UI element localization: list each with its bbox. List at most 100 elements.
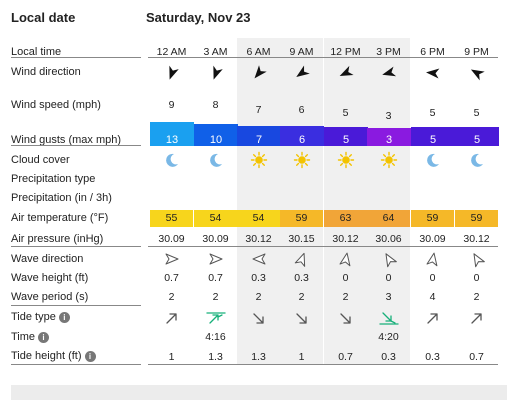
high-tide-icon: [205, 312, 226, 324]
row-label-text: Wind speed (mph): [11, 99, 101, 111]
row-label-text: Wind direction: [11, 66, 81, 78]
daytime-column-shade: [367, 38, 410, 364]
row-label-text: Wind gusts (max mph): [11, 134, 122, 146]
wind-gust-value: 13: [165, 134, 179, 146]
air-temperature-cell: 54: [237, 210, 280, 227]
air-temperature-cell: 55: [150, 210, 193, 227]
tide-height-value: 1.3: [251, 351, 266, 363]
air-pressure-value: 30.09: [158, 233, 185, 245]
wave-direction-cell: [194, 251, 237, 267]
row-label-wind-speed: Wind speed (mph): [11, 99, 101, 111]
row-label-wind-direction: Wind direction: [11, 66, 81, 78]
wind-direction-arrow-icon: [212, 65, 223, 80]
moon-icon: [209, 153, 222, 167]
air-temperature-cell: 59: [411, 210, 454, 227]
cloud-cover-cell: [367, 151, 410, 169]
wave-period-value: 2: [168, 291, 175, 303]
row-label-wind-gusts: Wind gusts (max mph): [11, 134, 121, 146]
tide-height-value: 0.7: [338, 351, 353, 363]
wave-direction-cell: [455, 251, 498, 268]
wind-direction-cell: [237, 65, 280, 81]
wind-speed-value: 9: [168, 99, 175, 111]
wind-direction-cell: [150, 65, 193, 81]
rising-arrow-icon: [470, 313, 482, 324]
row-label-text: Precipitation type: [11, 173, 96, 185]
wave-period-value: 3: [385, 291, 392, 303]
hour-label: 9 PM: [464, 46, 489, 58]
wind-speed-value: 5: [473, 107, 480, 119]
row-label-text: Local time: [11, 46, 62, 58]
tide-height-value: 1.3: [208, 351, 223, 363]
wind-direction-arrow-icon: [339, 65, 354, 76]
air-pressure-value: 30.09: [202, 233, 229, 245]
row-label-wave-direction: Wave direction: [11, 253, 83, 265]
row-label-text: Air pressure (inHg): [11, 233, 104, 245]
wave-direction-cell: [411, 251, 454, 267]
tide-type-cell: [324, 310, 367, 326]
row-divider: [11, 57, 141, 58]
wave-height-value: 0: [342, 272, 349, 284]
hour-label: 3 AM: [203, 46, 228, 58]
tide-height-value: 1: [168, 351, 175, 363]
wind-direction-arrow-icon: [425, 68, 439, 79]
tide-type-cell: [411, 310, 454, 326]
wave-period-value: 2: [473, 291, 480, 303]
moon-icon: [426, 153, 439, 167]
wave-height-value: 0.7: [164, 272, 179, 284]
row-label-text: Precipitation (in / 3h): [11, 192, 112, 204]
wave-direction-cell: [280, 251, 323, 267]
row-divider: [11, 305, 141, 306]
row-label-text: Wave direction: [11, 253, 84, 265]
moon-icon: [165, 153, 178, 167]
wind-gust-value: 7: [255, 134, 263, 146]
wind-direction-cell: [324, 65, 367, 81]
daytime-column-shade: [237, 38, 280, 364]
row-label-precip-amount: Precipitation (in / 3h): [11, 192, 112, 204]
tide-type-cell: [367, 310, 410, 326]
row-label-precip-type: Precipitation type: [11, 173, 95, 185]
row-label-wave-height: Wave height (ft): [11, 272, 88, 284]
row-label-text: Air temperature (°F): [11, 212, 109, 224]
wind-gust-band: 10: [194, 124, 238, 146]
tide-height-value: 0.3: [425, 351, 440, 363]
wind-direction-arrow-icon: [470, 69, 485, 81]
tide-type-cell: [194, 310, 237, 326]
wind-gust-value: 6: [298, 134, 306, 146]
info-icon[interactable]: i: [58, 312, 70, 323]
cloud-cover-cell: [237, 151, 280, 169]
wave-direction-arrow-icon: [294, 252, 305, 267]
wave-direction-arrow-icon: [209, 253, 222, 265]
row-label-text: Tide height (ft): [11, 350, 82, 362]
falling-arrow-icon: [339, 313, 351, 324]
wind-direction-cell: [194, 65, 237, 81]
hour-label: 6 AM: [246, 46, 271, 58]
hour-label: 12 AM: [156, 46, 187, 58]
info-icon[interactable]: i: [38, 332, 50, 343]
row-label-text: Cloud cover: [11, 154, 70, 166]
wave-height-value: 0.7: [208, 272, 223, 284]
tide-type-cell: [455, 310, 498, 326]
wind-direction-arrow-icon: [295, 65, 310, 78]
tide-type-cell: [150, 310, 193, 326]
date-title: Saturday, Nov 23: [146, 10, 251, 25]
tide-type-cell: [280, 310, 323, 326]
air-temperature-cell: 64: [367, 210, 410, 227]
daytime-column-shade: [324, 38, 367, 364]
wave-direction-arrow-icon: [165, 253, 178, 265]
moon-icon: [470, 153, 483, 167]
air-temperature-cell: 59: [280, 210, 323, 227]
row-label-air-temp: Air temperature (°F): [11, 212, 108, 224]
row-label-tide-height: Tide height (ft) i: [11, 350, 96, 362]
air-pressure-value: 30.06: [375, 233, 402, 245]
air-pressure-value: 30.15: [288, 233, 315, 245]
air-pressure-value: 30.12: [463, 233, 490, 245]
wind-speed-value: 5: [342, 107, 349, 119]
wave-period-value: 2: [342, 291, 349, 303]
hour-label: 12 PM: [330, 46, 361, 58]
wave-height-value: 0.3: [251, 272, 266, 284]
info-icon[interactable]: i: [84, 351, 96, 362]
wind-speed-value: 5: [429, 107, 436, 119]
rising-arrow-icon: [426, 313, 438, 324]
wave-direction-arrow-icon: [339, 252, 350, 267]
cloud-cover-cell: [150, 152, 193, 168]
